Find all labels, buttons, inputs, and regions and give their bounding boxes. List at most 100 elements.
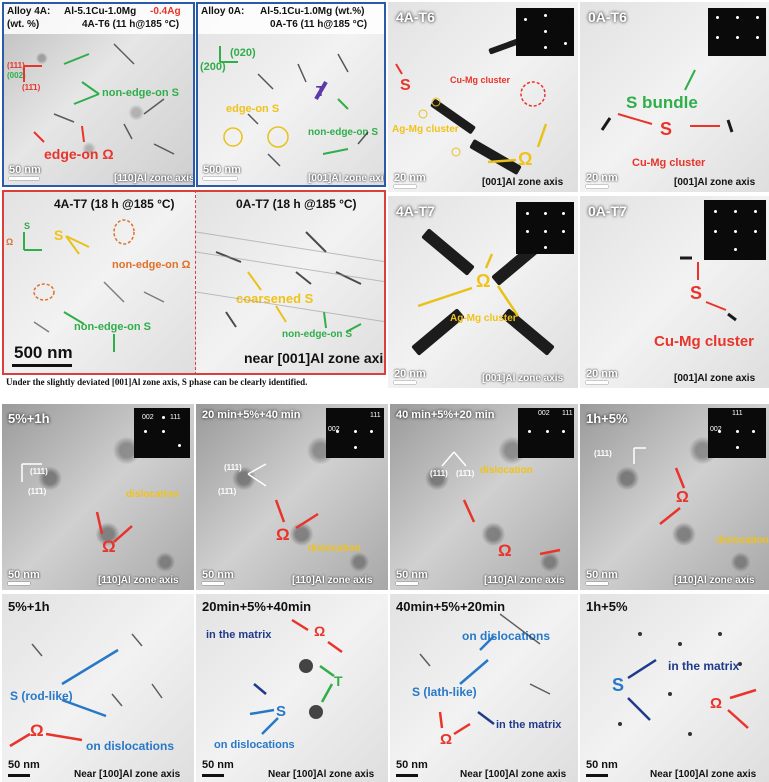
zone-axis-label: [001]Al zone axis — [674, 177, 756, 188]
composition: Al-5.1Cu-1.0Mg — [64, 6, 137, 17]
panel-0a-t7: 0A-T7 (18 h @185 °C) coarsened S non-edg… — [195, 190, 386, 375]
zone-axis-label: [110]Al zone axis — [484, 575, 565, 586]
panel-mid-2: 002 111 20 min+5%+40 min (111) (11̄1) Ω … — [196, 404, 388, 590]
annotation-arrows — [618, 632, 757, 736]
panel-title: 40 min+5%+20 min — [396, 409, 495, 421]
saed-002: 002 — [142, 414, 154, 421]
annotation-arrows — [23, 43, 175, 155]
composition: Al-5.1Cu-1.0Mg (wt.%) — [260, 6, 365, 17]
panel-title: 0A-T6 — [588, 9, 627, 25]
saed-111: 111 — [562, 410, 573, 417]
label-s: S — [660, 119, 673, 139]
plane-111: (111) — [594, 449, 612, 458]
label-edge-omega: edge-on Ω — [44, 146, 114, 162]
annotation-arrows — [600, 69, 734, 133]
scale-bar — [12, 364, 72, 367]
label-s: S — [612, 675, 625, 695]
scale-label: 50 nm — [396, 759, 428, 771]
annotation-arrows — [633, 447, 686, 525]
scale-bar — [8, 582, 30, 585]
label-omega: Ω — [518, 149, 533, 169]
panel-bot-2: 20min+5%+40min in the matrix Ω T S on di… — [196, 594, 388, 782]
plane-11-1: (11̄1) — [22, 83, 41, 92]
label-on-dislocations: on dislocations — [214, 739, 295, 751]
plane-111: (111) — [30, 467, 48, 476]
label-s: S — [276, 703, 287, 720]
scale-bar — [586, 582, 608, 585]
panel-title: 20 min+5%+40 min — [202, 409, 301, 421]
saed-inset — [516, 8, 574, 56]
panel-bot-3: 40min+5%+20min on dislocations S (lath-l… — [390, 594, 578, 782]
plane-111: (111) — [7, 61, 25, 70]
saed-inset — [134, 408, 190, 458]
scale-label: 20 nm — [586, 172, 618, 184]
scale-label: 50 nm — [202, 759, 234, 771]
panel-bot-4: 1h+5% in the matrix S Ω 50 nm Near [100]… — [580, 594, 769, 782]
label-non-edge-s: non-edge-on S — [308, 127, 378, 138]
label-s-bundle: S bundle — [626, 93, 698, 112]
plane-002: (002) — [7, 71, 26, 80]
panel-title: 40min+5%+20min — [396, 599, 506, 614]
panel-4a-t6: Alloy 4A: Al-5.1Cu-1.0Mg -0.4Ag (wt. %) … — [2, 2, 195, 187]
label-omega: Ω — [710, 695, 723, 712]
panel-title: 4A-T6 — [396, 9, 435, 25]
zone-axis-label: Near [100]Al zone axis — [74, 769, 181, 780]
panel-mid-4: 002 111 1h+5% (111) Ω dislocation 50 nm … — [580, 404, 769, 590]
saed-111: 111 — [170, 414, 181, 421]
scale-label: 50 nm — [202, 569, 234, 581]
zone-axis-label: [001]Al zone axis — [674, 373, 756, 384]
zone-axis-label: near [001]Al zone axis — [244, 350, 386, 366]
label-dislocation: dislocation — [126, 489, 179, 500]
annotation-arrows — [419, 613, 551, 736]
plane-111: (111) — [224, 463, 242, 472]
saed-111: 111 — [732, 410, 743, 417]
label-non-edge-s: non-edge-on S — [102, 87, 179, 99]
label-s: S — [400, 77, 411, 94]
panel-4a-t7: 4A-T7 (18 h @185 °C) S Ω S non-edge-on Ω… — [2, 190, 195, 375]
saed-inset — [708, 408, 766, 458]
scale-bar — [203, 177, 237, 180]
scale-label: 500 nm — [203, 164, 241, 176]
plane-200: (200) — [200, 61, 226, 73]
saed-inset — [704, 200, 766, 260]
label-on-dislocations: on dislocations — [462, 629, 551, 643]
scale-bar — [202, 582, 224, 585]
condition-label: 0A-T6 (11 h@185 °C) — [270, 19, 368, 30]
annotation-arrows — [417, 253, 520, 317]
panel-title: 20min+5%+40min — [202, 599, 312, 614]
panel-title: 5%+1h — [8, 411, 50, 426]
zone-axis-label: [110]Al zone axis — [114, 173, 195, 184]
panel-title: 0A-T7 (18 h @185 °C) — [236, 197, 357, 211]
zone-axis-label: Near [100]Al zone axis — [268, 769, 375, 780]
annotation-arrows — [441, 451, 561, 556]
scale-label: 50 nm — [9, 164, 41, 176]
plane-11-1: (11̄1) — [28, 487, 47, 496]
scale-bar — [9, 177, 39, 180]
label-omega: Ω — [102, 537, 116, 556]
panel-right-4a-t7: 4A-T7 Ω Ag-Mg cluster 20 nm [001]Al zone… — [388, 196, 578, 388]
label-non-edge-omega: non-edge-on Ω — [112, 259, 191, 271]
annotation-arrows — [21, 463, 133, 543]
scale-bar — [202, 774, 224, 777]
plane-11-1: (11̄1) — [456, 469, 475, 478]
header-strip — [4, 4, 193, 34]
panel-title: 5%+1h — [8, 599, 50, 614]
label-s: S — [690, 283, 703, 303]
saed-002: 002 — [710, 426, 722, 433]
scale-bar — [396, 774, 418, 777]
label-s-lath: S (lath-like) — [412, 685, 477, 699]
label-omega: Ω — [440, 731, 453, 748]
label-omega: Ω — [498, 541, 512, 560]
label-omega: Ω — [276, 525, 290, 544]
scale-label: 50 nm — [8, 569, 40, 581]
condition-label: 4A-T6 (11 h@185 °C) — [82, 19, 180, 30]
label-s: S — [54, 227, 64, 243]
saed-inset — [708, 8, 766, 56]
label-agmg-cluster: Ag-Mg cluster — [450, 313, 517, 324]
saed-inset — [518, 408, 574, 458]
panel-bot-1: 5%+1h S (rod-like) Ω on dislocations 50 … — [2, 594, 194, 782]
label-on-dislocations: on dislocations — [86, 739, 175, 753]
label-cumg-cluster: Cu-Mg cluster — [632, 157, 706, 169]
scale-label: 500 nm — [14, 343, 73, 362]
label-cumg-cluster: Cu-Mg cluster — [450, 75, 511, 85]
